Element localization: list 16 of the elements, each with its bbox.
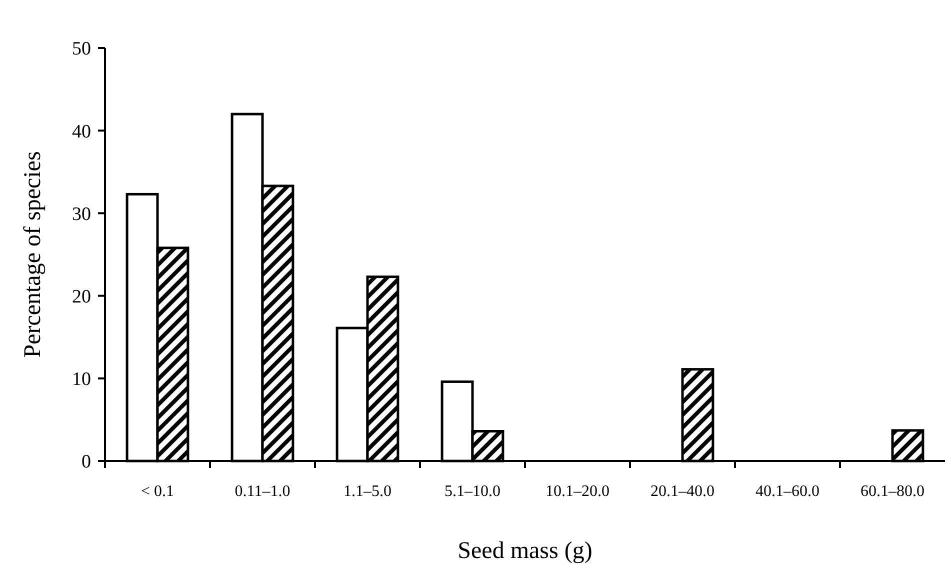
y-tick-label: 30 [72,204,91,225]
x-tick-label: 1.1–5.0 [344,483,392,500]
x-tick-label: 0.11–1.0 [234,483,290,500]
x-axis-title: Seed mass (g) [458,538,592,564]
x-tick-label: 20.1–40.0 [650,483,714,500]
x-tick-label: 40.1–60.0 [756,483,820,500]
y-axis-title: Percentage of species [20,151,46,358]
x-tick-label: < 0.1 [140,483,174,500]
x-tick-label: 10.1–20.0 [546,483,610,500]
x-tick-label: 60.1–80.0 [860,483,924,500]
y-tick-label: 50 [72,38,91,60]
x-tick-label: 5.1–10.0 [444,483,500,500]
y-tick-label: 40 [72,121,91,142]
y-tick-label: 0 [82,452,91,473]
y-tick-label: 20 [72,286,91,308]
y-tick-label: 10 [72,369,91,390]
